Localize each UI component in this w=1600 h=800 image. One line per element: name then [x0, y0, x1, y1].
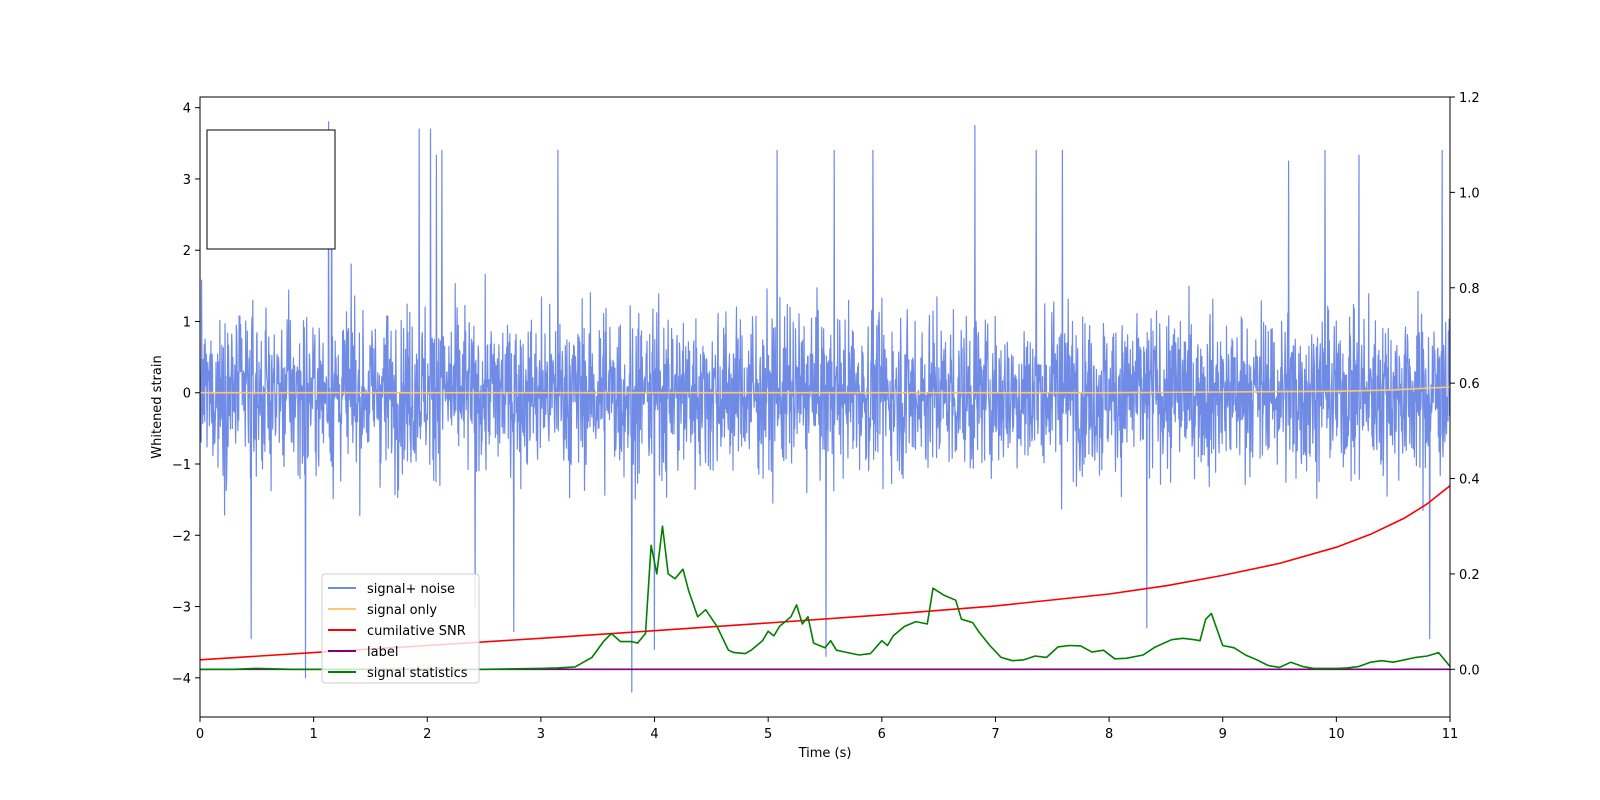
cumilative-snr-line [200, 485, 1450, 661]
legend-label-cumilative-snr: cumilative SNR [367, 624, 466, 639]
x-axis-label: Time (s) [798, 746, 852, 761]
x-tick-label: 11 [1442, 727, 1459, 742]
x-tick-label: 1 [309, 727, 317, 742]
legend-label-signal-noise: signal+ noise [367, 582, 455, 597]
x-tick-label: 6 [878, 727, 886, 742]
y2-tick-label: 0.0 [1459, 663, 1480, 678]
y-tick-label: 4 [183, 102, 191, 117]
x-tick-label: 10 [1328, 727, 1345, 742]
x-tick-label: 3 [537, 727, 545, 742]
x-axis: 0 1 2 3 4 5 6 7 8 9 10 11 [196, 717, 1458, 742]
x-tick-label: 8 [1105, 727, 1113, 742]
y-tick-label: 3 [183, 173, 191, 188]
signal-statistics-line [200, 525, 1450, 671]
y-tick-label: 0 [183, 387, 191, 402]
y2-tick-label: 0.4 [1459, 473, 1480, 488]
x-tick-label: 7 [991, 727, 999, 742]
legend-frame [321, 573, 480, 684]
y2-tick-label: 0.2 [1459, 568, 1480, 583]
legend-label-signal-only: signal only [367, 603, 437, 618]
y-tick-label: −4 [172, 672, 191, 687]
x-tick-label: 0 [196, 727, 204, 742]
signal-only-line [200, 386, 1450, 394]
y2-tick-label: 1.0 [1459, 186, 1480, 201]
legend: signal+ noise signal only cumilative SNR la… [321, 573, 480, 684]
y2-tick-label: 0.6 [1459, 377, 1480, 392]
signal-noise-line [200, 121, 1450, 693]
x-tick-label: 4 [650, 727, 658, 742]
y-tick-label: −3 [172, 601, 191, 616]
y2-tick-label: 0.8 [1459, 282, 1480, 297]
y-tick-label: −2 [172, 529, 191, 544]
y-axis-label: Whitened strain [150, 355, 165, 458]
y2-tick-label: 1.2 [1459, 91, 1480, 106]
legend-label-label: label [367, 645, 398, 660]
legend-label-signal-statistics: signal statistics [367, 666, 468, 681]
y-tick-label: 1 [183, 315, 191, 330]
annotation-frame [206, 129, 336, 250]
axes-frame [199, 96, 1451, 718]
y-axis-left: −4 −3 −2 −1 0 1 2 3 4 [172, 102, 200, 687]
y-axis-right: 0.0 0.2 0.4 0.6 0.8 1.0 1.2 [1450, 91, 1480, 678]
x-tick-label: 2 [423, 727, 431, 742]
x-tick-label: 5 [764, 727, 772, 742]
annotation-box: SNRopt=2.46Mc=14.19SNRMF=[4.39]CSNR=2.46… [206, 129, 336, 250]
y-tick-label: 2 [183, 244, 191, 259]
y-tick-label: −1 [172, 458, 191, 473]
x-tick-label: 9 [1219, 727, 1227, 742]
